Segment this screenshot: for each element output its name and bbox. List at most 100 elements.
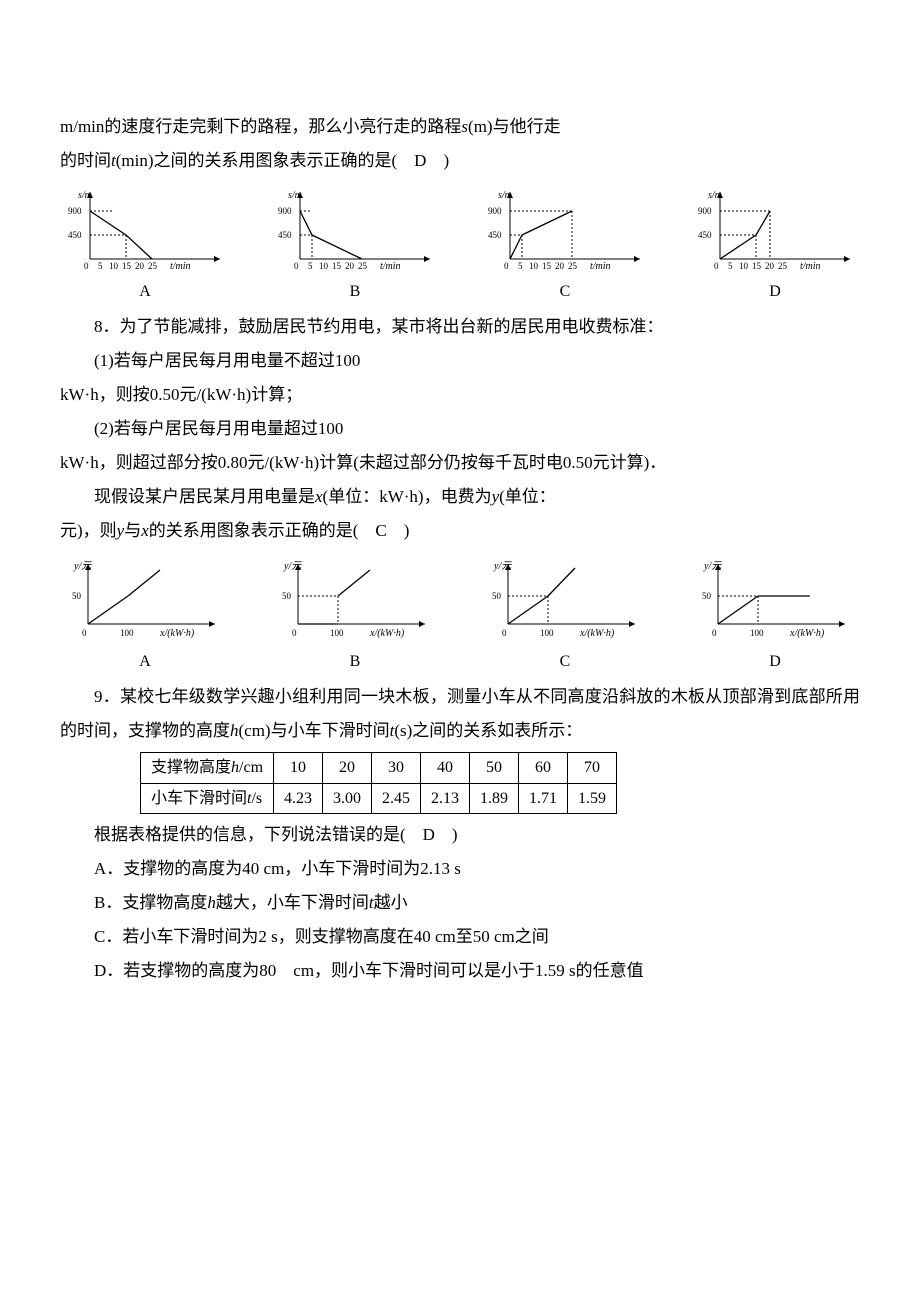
svg-text:25: 25 xyxy=(778,261,788,271)
table-row: 小车下滑时间t/s 4.23 3.00 2.45 2.13 1.89 1.71 … xyxy=(141,783,617,814)
q8-p3: 现假设某户居民某月用电量是x(单位：kW·h)，电费为y(单位： xyxy=(60,480,860,514)
table-header-cell: 支撑物高度h/cm xyxy=(141,753,274,784)
chart-label: D xyxy=(769,646,781,678)
svg-text:t/min: t/min xyxy=(170,261,191,272)
svg-text:100: 100 xyxy=(330,628,344,638)
q8-title: 8．为了节能减排，鼓励居民节约用电，某市将出台新的居民用电收费标准： xyxy=(60,310,860,344)
svg-text:t/min: t/min xyxy=(590,261,611,272)
svg-text:100: 100 xyxy=(540,628,554,638)
svg-text:y/元: y/元 xyxy=(703,561,722,572)
svg-text:900: 900 xyxy=(68,206,82,216)
table-cell: 1.71 xyxy=(519,783,568,814)
table-cell: 4.23 xyxy=(274,783,323,814)
svg-text:t/min: t/min xyxy=(380,261,401,272)
svg-text:5: 5 xyxy=(308,261,313,271)
chart-label: C xyxy=(560,646,571,678)
table-cell: 2.45 xyxy=(372,783,421,814)
svg-text:0: 0 xyxy=(82,628,87,638)
q8-chart-row: y/元 500100 x/(kW·h) A y/元 500100 x/(kW·h… xyxy=(60,554,860,678)
svg-text:25: 25 xyxy=(358,261,368,271)
svg-text:20: 20 xyxy=(555,261,565,271)
q8-chart-c: y/元 50 0 100 x/(kW·h) C xyxy=(480,554,650,678)
svg-text:5: 5 xyxy=(518,261,523,271)
svg-text:50: 50 xyxy=(702,591,712,601)
table-header-cell: 小车下滑时间t/s xyxy=(141,783,274,814)
svg-text:0: 0 xyxy=(502,628,507,638)
svg-text:0: 0 xyxy=(294,261,299,271)
svg-text:s/m: s/m xyxy=(498,190,512,201)
chart-label: C xyxy=(560,276,571,308)
svg-text:0: 0 xyxy=(504,261,509,271)
svg-text:450: 450 xyxy=(488,230,502,240)
svg-text:900: 900 xyxy=(278,206,292,216)
svg-text:10: 10 xyxy=(319,261,329,271)
svg-text:50: 50 xyxy=(282,591,292,601)
svg-text:20: 20 xyxy=(765,261,775,271)
chart-label: B xyxy=(350,646,361,678)
svg-text:5: 5 xyxy=(728,261,733,271)
table-row: 支撑物高度h/cm 10 20 30 40 50 60 70 xyxy=(141,753,617,784)
svg-text:50: 50 xyxy=(492,591,502,601)
svg-text:s/m: s/m xyxy=(288,190,302,201)
q9-title: 9．某校七年级数学兴趣小组利用同一块木板，测量小车从不同高度沿斜放的木板从顶部滑… xyxy=(60,680,860,748)
chart-label: B xyxy=(350,276,361,308)
table-cell: 1.89 xyxy=(470,783,519,814)
q8-p2b: kW·h，则超过部分按0.80元/(kW·h)计算(未超过部分仍按每千瓦时电0.… xyxy=(60,446,860,480)
svg-text:900: 900 xyxy=(488,206,502,216)
q7-chart-row: s/m 900450 0510152025 t/min A s/m 900450… xyxy=(60,184,860,308)
svg-text:450: 450 xyxy=(68,230,82,240)
chart-label: A xyxy=(139,276,151,308)
table-cell: 60 xyxy=(519,753,568,784)
q7-intro-line1: m/min的速度行走完剩下的路程，那么小亮行走的路程s(m)与他行走 xyxy=(60,110,860,144)
table-cell: 70 xyxy=(568,753,617,784)
svg-text:100: 100 xyxy=(750,628,764,638)
table-cell: 1.59 xyxy=(568,783,617,814)
svg-text:0: 0 xyxy=(84,261,89,271)
svg-text:s/m: s/m xyxy=(708,190,722,201)
svg-text:25: 25 xyxy=(568,261,578,271)
svg-text:100: 100 xyxy=(120,628,134,638)
svg-text:10: 10 xyxy=(739,261,749,271)
q9-opt-a: A．支撑物的高度为40 cm，小车下滑时间为2.13 s xyxy=(60,852,860,886)
q8-chart-b: y/元 500100 x/(kW·h) B xyxy=(270,554,440,678)
q8-p1b: kW·h，则按0.50元/(kW·h)计算； xyxy=(60,378,860,412)
q9-table: 支撑物高度h/cm 10 20 30 40 50 60 70 小车下滑时间t/s… xyxy=(140,752,617,814)
svg-text:20: 20 xyxy=(135,261,145,271)
svg-text:x/(kW·h): x/(kW·h) xyxy=(369,628,405,639)
svg-text:x/(kW·h): x/(kW·h) xyxy=(789,628,825,639)
table-cell: 30 xyxy=(372,753,421,784)
svg-text:y/元: y/元 xyxy=(493,561,512,572)
chart-label: D xyxy=(769,276,781,308)
q7-chart-d: s/m 900450 0510152025 t/min D xyxy=(690,184,860,308)
table-cell: 20 xyxy=(323,753,372,784)
svg-text:20: 20 xyxy=(345,261,355,271)
svg-text:x/(kW·h): x/(kW·h) xyxy=(579,628,615,639)
q8-chart-d: y/元 50 0 100 x/(kW·h) D xyxy=(690,554,860,678)
svg-text:900: 900 xyxy=(698,206,712,216)
q9-opt-d: D．若支撑物的高度为80 cm，则小车下滑时间可以是小于1.59 s的任意值 xyxy=(60,954,860,988)
q7-chart-a: s/m 900450 0510152025 t/min A xyxy=(60,184,230,308)
svg-text:y/元: y/元 xyxy=(283,561,302,572)
q8-chart-a: y/元 500100 x/(kW·h) A xyxy=(60,554,230,678)
svg-text:15: 15 xyxy=(332,261,342,271)
q9-opt-b: B．支撑物高度h越大，小车下滑时间t越小 xyxy=(60,886,860,920)
q7-intro-line2: 的时间t(min)之间的关系用图象表示正确的是( D ) xyxy=(60,144,860,178)
q9-after: 根据表格提供的信息，下列说法错误的是( D ) xyxy=(60,818,860,852)
table-cell: 40 xyxy=(421,753,470,784)
chart-label: A xyxy=(139,646,151,678)
q9-opt-c: C．若小车下滑时间为2 s，则支撑物高度在40 cm至50 cm之间 xyxy=(60,920,860,954)
svg-text:450: 450 xyxy=(278,230,292,240)
svg-text:15: 15 xyxy=(122,261,132,271)
table-cell: 3.00 xyxy=(323,783,372,814)
q8-p4: 元)，则y与x的关系用图象表示正确的是( C ) xyxy=(60,514,860,548)
q7-chart-c: s/m 900450 0510152025 t/min C xyxy=(480,184,650,308)
table-cell: 10 xyxy=(274,753,323,784)
svg-text:450: 450 xyxy=(698,230,712,240)
svg-text:0: 0 xyxy=(712,628,717,638)
svg-text:s/m: s/m xyxy=(78,190,92,201)
svg-text:0: 0 xyxy=(714,261,719,271)
svg-text:50: 50 xyxy=(72,591,82,601)
table-cell: 50 xyxy=(470,753,519,784)
q7-chart-b: s/m 900 450 05 10152025 t/min B xyxy=(270,184,440,308)
table-cell: 2.13 xyxy=(421,783,470,814)
